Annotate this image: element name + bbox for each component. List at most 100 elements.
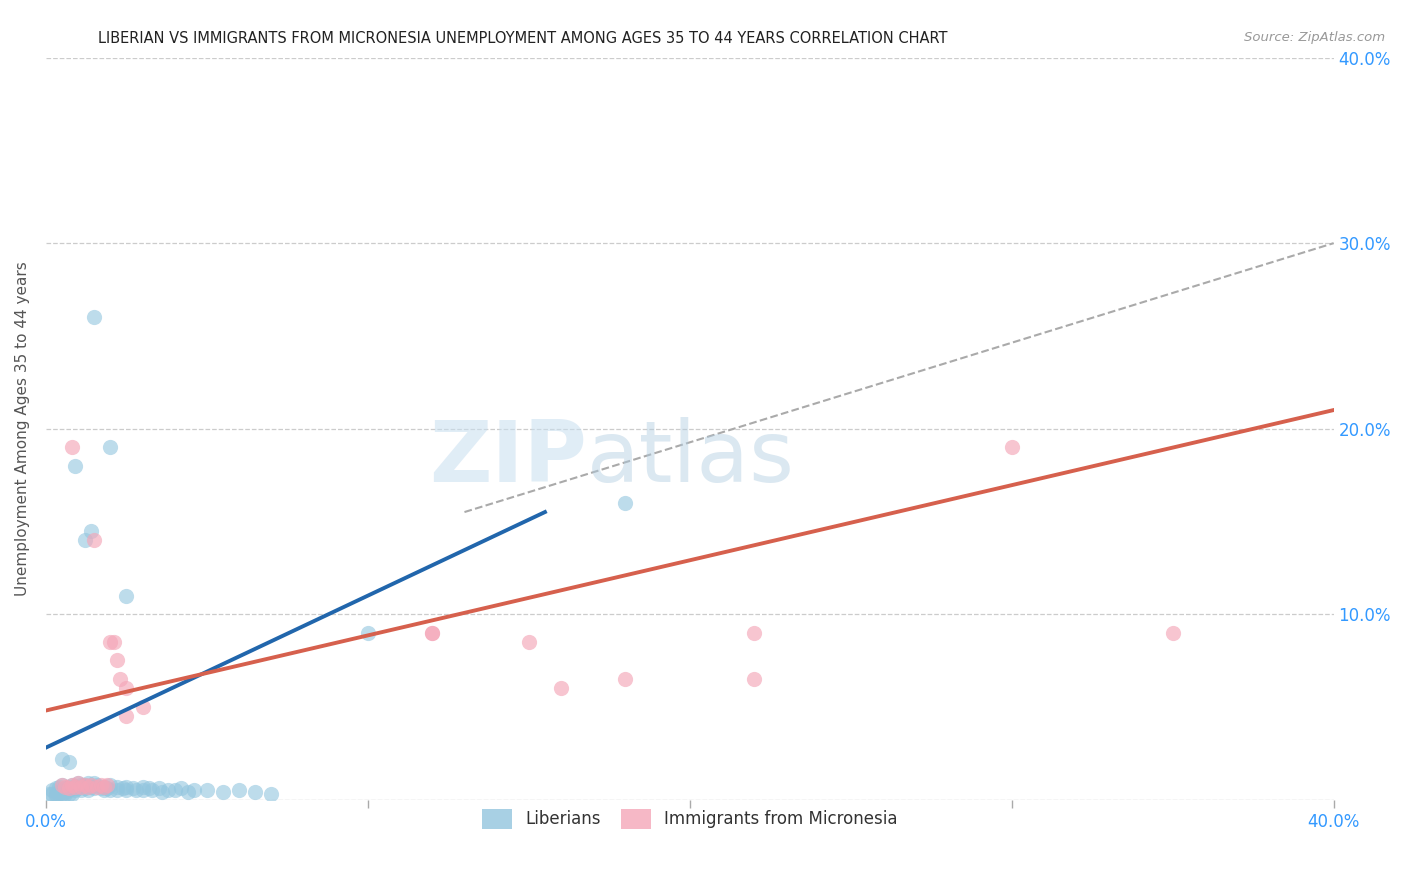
- Point: [67, 781, 90, 796]
- Point: [125, 783, 148, 797]
- Point: [76, 776, 98, 790]
- Y-axis label: Unemployment Among Ages 35 to 44 years: Unemployment Among Ages 35 to 44 years: [15, 261, 30, 596]
- Point: [51, 752, 73, 766]
- Point: [148, 781, 170, 796]
- Point: [51, 787, 73, 801]
- Text: atlas: atlas: [586, 417, 794, 500]
- Point: [60, 778, 83, 792]
- Point: [73, 533, 96, 547]
- Point: [115, 681, 138, 696]
- Point: [45, 787, 67, 801]
- Point: [73, 781, 96, 796]
- Point: [420, 625, 443, 640]
- Point: [1001, 440, 1024, 454]
- Point: [86, 780, 108, 794]
- Point: [742, 625, 765, 640]
- Point: [93, 780, 115, 794]
- Text: LIBERIAN VS IMMIGRANTS FROM MICRONESIA UNEMPLOYMENT AMONG AGES 35 TO 44 YEARS CO: LIBERIAN VS IMMIGRANTS FROM MICRONESIA U…: [98, 31, 948, 46]
- Point: [80, 778, 103, 792]
- Point: [73, 778, 96, 792]
- Point: [163, 783, 186, 797]
- Point: [1161, 625, 1184, 640]
- Point: [45, 789, 67, 803]
- Point: [228, 783, 250, 797]
- Point: [48, 785, 70, 799]
- Text: Source: ZipAtlas.com: Source: ZipAtlas.com: [1244, 31, 1385, 45]
- Point: [83, 776, 105, 790]
- Point: [212, 785, 235, 799]
- Point: [105, 783, 128, 797]
- Point: [41, 787, 63, 801]
- Point: [420, 625, 443, 640]
- Point: [60, 787, 83, 801]
- Point: [83, 310, 105, 325]
- Point: [183, 783, 205, 797]
- Point: [131, 699, 153, 714]
- Point: [83, 533, 105, 547]
- Point: [131, 783, 153, 797]
- Point: [60, 778, 83, 792]
- Point: [115, 783, 138, 797]
- Point: [176, 785, 198, 799]
- Point: [51, 778, 73, 792]
- Point: [38, 787, 60, 801]
- Point: [93, 783, 115, 797]
- Point: [48, 787, 70, 801]
- Point: [122, 781, 145, 796]
- Point: [105, 780, 128, 794]
- Point: [131, 780, 153, 794]
- Point: [742, 672, 765, 686]
- Point: [260, 787, 283, 801]
- Point: [138, 781, 160, 796]
- Point: [67, 776, 90, 790]
- Point: [63, 780, 86, 794]
- Point: [357, 625, 380, 640]
- Point: [45, 781, 67, 796]
- Point: [60, 781, 83, 796]
- Point: [58, 787, 80, 801]
- Point: [58, 756, 80, 770]
- Point: [614, 672, 637, 686]
- Point: [86, 778, 108, 792]
- Point: [53, 785, 76, 799]
- Point: [58, 781, 80, 796]
- Point: [517, 635, 540, 649]
- Point: [115, 780, 138, 794]
- Point: [115, 589, 138, 603]
- Point: [63, 780, 86, 794]
- Point: [70, 778, 93, 792]
- Point: [150, 785, 173, 799]
- Point: [96, 778, 118, 792]
- Point: [98, 440, 121, 454]
- Point: [170, 781, 193, 796]
- Point: [195, 783, 218, 797]
- Point: [93, 780, 115, 794]
- Point: [41, 783, 63, 797]
- Point: [157, 783, 180, 797]
- Point: [76, 783, 98, 797]
- Point: [70, 783, 93, 797]
- Point: [58, 780, 80, 794]
- Point: [98, 778, 121, 792]
- Point: [53, 781, 76, 796]
- Point: [53, 787, 76, 801]
- Point: [76, 780, 98, 794]
- Point: [108, 672, 131, 686]
- Point: [90, 781, 112, 796]
- Point: [63, 783, 86, 797]
- Point: [115, 709, 138, 723]
- Point: [63, 458, 86, 473]
- Point: [80, 524, 103, 538]
- Point: [103, 635, 125, 649]
- Point: [70, 780, 93, 794]
- Text: ZIP: ZIP: [429, 417, 586, 500]
- Point: [90, 778, 112, 792]
- Point: [48, 780, 70, 794]
- Point: [96, 781, 118, 796]
- Point: [53, 780, 76, 794]
- Point: [80, 780, 103, 794]
- Point: [60, 440, 83, 454]
- Legend: Liberians, Immigrants from Micronesia: Liberians, Immigrants from Micronesia: [475, 802, 904, 836]
- Point: [98, 635, 121, 649]
- Point: [550, 681, 572, 696]
